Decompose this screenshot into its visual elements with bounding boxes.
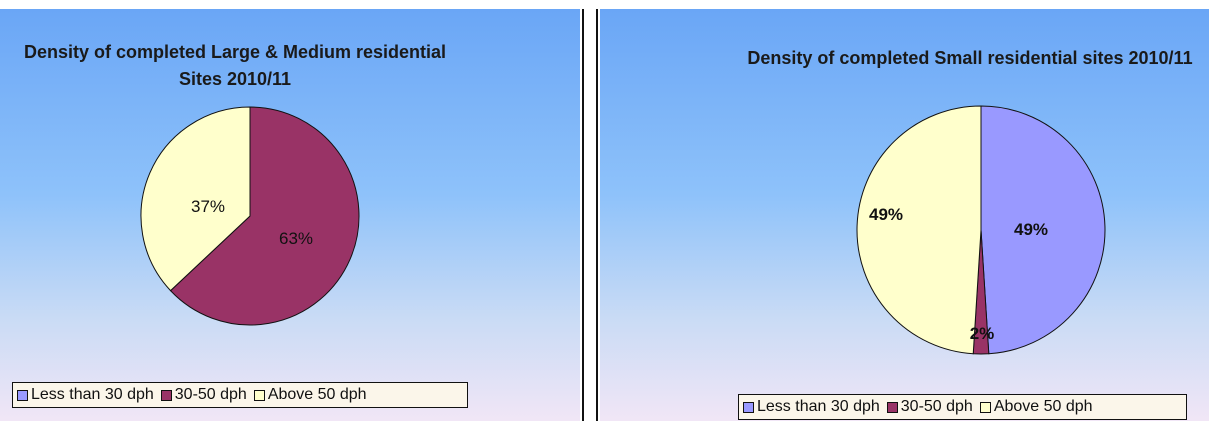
legend-swatch-above-50: [979, 401, 991, 413]
legend-swatch-30-50: [886, 401, 898, 413]
data-label: 49%: [869, 205, 903, 224]
pie-slice-less-than-30-dph: [980, 105, 1106, 355]
pie-slice-30-50-dph: [169, 106, 360, 326]
pie-chart-large-medium: 63% 37%: [140, 106, 360, 326]
legend-item: Above 50 dph: [979, 398, 1093, 416]
legend-label: 30-50 dph: [900, 398, 973, 415]
pie-chart-small: 49% 2% 49%: [856, 105, 1106, 355]
legend-label: Above 50 dph: [267, 386, 367, 403]
legend-item: 30-50 dph: [886, 398, 973, 416]
legend-swatch-less-than-30: [17, 389, 28, 401]
legend-swatch-30-50: [160, 389, 172, 401]
pie-slice-above-50-dph: [856, 105, 982, 355]
chart-legend: Less than 30 dph 30-50 dph Above 50 dph: [738, 394, 1187, 420]
chart-title: Density of completed Large & Medium resi…: [23, 42, 447, 89]
data-label: 37%: [191, 197, 225, 216]
pie-slice-above-50-dph: [140, 106, 251, 292]
chart-panel-left: Density of completed Large & Medium resi…: [0, 9, 580, 421]
legend-item: Above 50 dph: [253, 386, 367, 404]
data-label: 63%: [279, 229, 313, 248]
panel-divider: [596, 9, 598, 421]
chart-title: Density of completed Small residential s…: [747, 48, 1193, 68]
chart-panel-right: Density of completed Small residential s…: [600, 9, 1209, 421]
chart-legend: Less than 30 dph 30-50 dph Above 50 dph: [12, 382, 468, 408]
data-label: 49%: [1014, 220, 1048, 239]
legend-swatch-above-50: [253, 389, 265, 401]
legend-item: Less than 30 dph: [17, 386, 154, 404]
legend-label: Above 50 dph: [993, 398, 1093, 415]
legend-label: Less than 30 dph: [31, 386, 154, 403]
legend-item: 30-50 dph: [160, 386, 247, 404]
data-label: 2%: [970, 324, 995, 343]
legend-item: Less than 30 dph: [743, 398, 880, 416]
panel-divider: [582, 9, 584, 421]
legend-swatch-less-than-30: [743, 401, 754, 413]
legend-label: 30-50 dph: [174, 386, 247, 403]
legend-label: Less than 30 dph: [757, 398, 880, 415]
